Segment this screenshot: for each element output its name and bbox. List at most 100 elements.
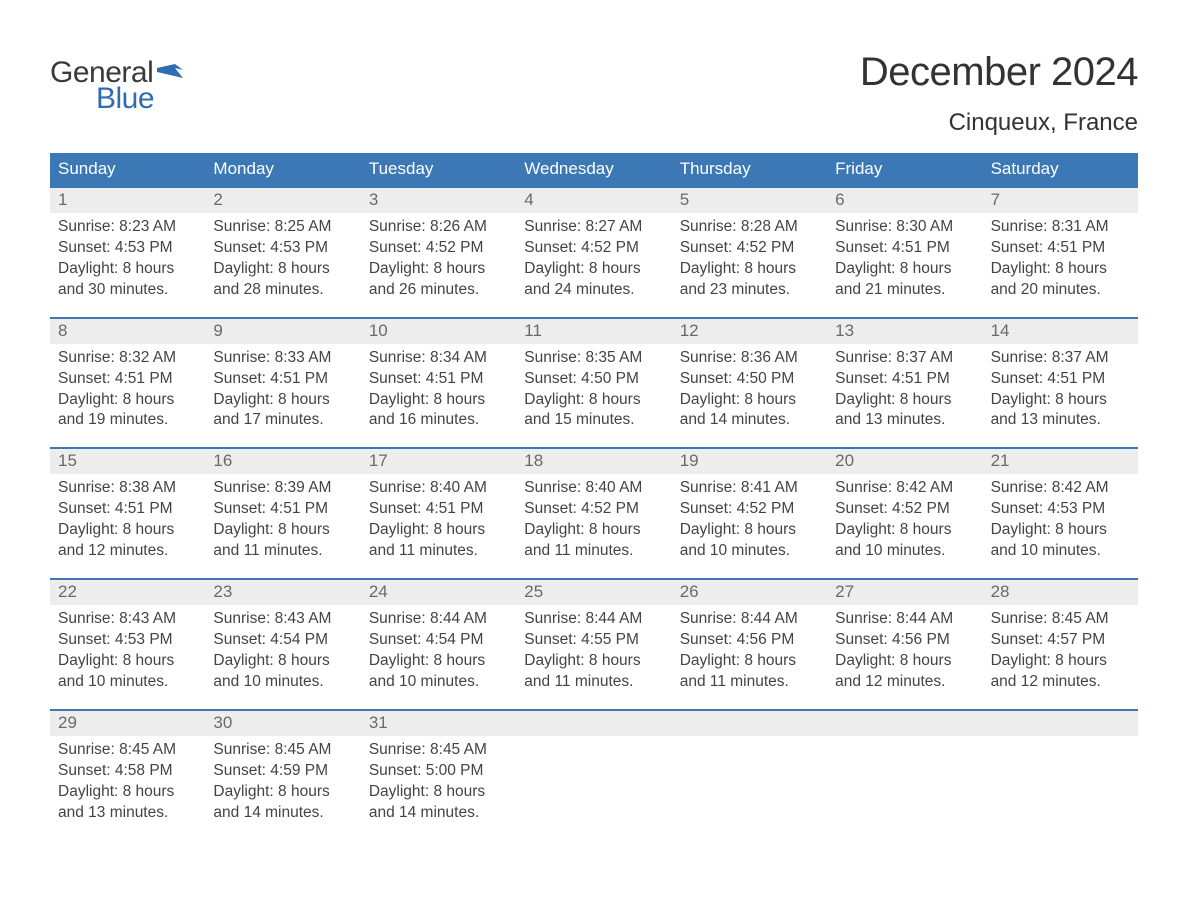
daylight-line-1: Daylight: 8 hours — [213, 520, 352, 541]
daylight-line-2: and 14 minutes. — [213, 803, 352, 824]
sunrise-line: Sunrise: 8:44 AM — [369, 609, 508, 630]
daylight-line-1: Daylight: 8 hours — [213, 782, 352, 803]
day-number: 16 — [205, 449, 360, 474]
day-number: 18 — [516, 449, 671, 474]
day-number — [827, 711, 982, 736]
daylight-line-1: Daylight: 8 hours — [58, 390, 197, 411]
sunset-line: Sunset: 4:51 PM — [991, 238, 1130, 259]
day-number: 17 — [361, 449, 516, 474]
day-cell: Sunrise: 8:44 AMSunset: 4:56 PMDaylight:… — [672, 605, 827, 693]
sunrise-line: Sunrise: 8:42 AM — [835, 478, 974, 499]
day-cell: Sunrise: 8:43 AMSunset: 4:53 PMDaylight:… — [50, 605, 205, 693]
daylight-line-2: and 10 minutes. — [991, 541, 1130, 562]
calendar: Sunday Monday Tuesday Wednesday Thursday… — [50, 153, 1138, 823]
sunset-line: Sunset: 4:51 PM — [58, 499, 197, 520]
day-cell: Sunrise: 8:37 AMSunset: 4:51 PMDaylight:… — [827, 344, 982, 432]
day-cell: Sunrise: 8:34 AMSunset: 4:51 PMDaylight:… — [361, 344, 516, 432]
daylight-line-2: and 10 minutes. — [835, 541, 974, 562]
daylight-line-2: and 11 minutes. — [524, 541, 663, 562]
daylight-line-2: and 10 minutes. — [213, 672, 352, 693]
day-number — [672, 711, 827, 736]
day-number: 30 — [205, 711, 360, 736]
daylight-line-1: Daylight: 8 hours — [680, 259, 819, 280]
sunrise-line: Sunrise: 8:26 AM — [369, 217, 508, 238]
daynum-row: 891011121314 — [50, 319, 1138, 344]
daylight-line-2: and 11 minutes. — [524, 672, 663, 693]
sunset-line: Sunset: 4:56 PM — [835, 630, 974, 651]
sunrise-line: Sunrise: 8:45 AM — [369, 740, 508, 761]
day-cell: Sunrise: 8:42 AMSunset: 4:52 PMDaylight:… — [827, 474, 982, 562]
day-cell: Sunrise: 8:45 AMSunset: 4:59 PMDaylight:… — [205, 736, 360, 824]
daylight-line-1: Daylight: 8 hours — [213, 259, 352, 280]
sunrise-line: Sunrise: 8:40 AM — [524, 478, 663, 499]
sunrise-line: Sunrise: 8:43 AM — [213, 609, 352, 630]
sunset-line: Sunset: 4:51 PM — [835, 369, 974, 390]
sunset-line: Sunset: 4:54 PM — [369, 630, 508, 651]
daynum-row: 293031 — [50, 711, 1138, 736]
daylight-line-1: Daylight: 8 hours — [680, 651, 819, 672]
daylight-line-2: and 11 minutes. — [369, 541, 508, 562]
sunrise-line: Sunrise: 8:36 AM — [680, 348, 819, 369]
day-number: 25 — [516, 580, 671, 605]
day-number: 2 — [205, 188, 360, 213]
daylight-line-1: Daylight: 8 hours — [524, 259, 663, 280]
day-number — [516, 711, 671, 736]
sunset-line: Sunset: 4:53 PM — [58, 238, 197, 259]
title-block: December 2024 Cinqueux, France — [860, 50, 1138, 147]
daylight-line-2: and 24 minutes. — [524, 280, 663, 301]
daylight-line-1: Daylight: 8 hours — [680, 390, 819, 411]
day-cell: Sunrise: 8:37 AMSunset: 4:51 PMDaylight:… — [983, 344, 1138, 432]
day-cell: Sunrise: 8:31 AMSunset: 4:51 PMDaylight:… — [983, 213, 1138, 301]
day-number: 4 — [516, 188, 671, 213]
logo: General Blue — [50, 50, 183, 114]
daylight-line-2: and 10 minutes. — [680, 541, 819, 562]
daylight-line-2: and 12 minutes. — [835, 672, 974, 693]
daylight-line-1: Daylight: 8 hours — [369, 390, 508, 411]
sunrise-line: Sunrise: 8:23 AM — [58, 217, 197, 238]
daynum-row: 15161718192021 — [50, 449, 1138, 474]
daylight-line-2: and 30 minutes. — [58, 280, 197, 301]
sunrise-line: Sunrise: 8:44 AM — [524, 609, 663, 630]
daylight-line-2: and 20 minutes. — [991, 280, 1130, 301]
day-number: 12 — [672, 319, 827, 344]
page-title: December 2024 — [860, 50, 1138, 95]
sunset-line: Sunset: 4:51 PM — [991, 369, 1130, 390]
day-number: 13 — [827, 319, 982, 344]
day-cell: Sunrise: 8:45 AMSunset: 5:00 PMDaylight:… — [361, 736, 516, 824]
sunset-line: Sunset: 4:57 PM — [991, 630, 1130, 651]
sunset-line: Sunset: 4:51 PM — [213, 499, 352, 520]
day-cell-empty — [516, 736, 671, 824]
sunrise-line: Sunrise: 8:44 AM — [680, 609, 819, 630]
sunset-line: Sunset: 4:53 PM — [213, 238, 352, 259]
daylight-line-2: and 12 minutes. — [58, 541, 197, 562]
sunset-line: Sunset: 4:52 PM — [524, 499, 663, 520]
daylight-line-1: Daylight: 8 hours — [835, 520, 974, 541]
day-number: 21 — [983, 449, 1138, 474]
day-number: 6 — [827, 188, 982, 213]
sunrise-line: Sunrise: 8:39 AM — [213, 478, 352, 499]
sunrise-line: Sunrise: 8:31 AM — [991, 217, 1130, 238]
weekday-header: Tuesday — [361, 153, 516, 186]
calendar-week: 22232425262728Sunrise: 8:43 AMSunset: 4:… — [50, 578, 1138, 693]
sunrise-line: Sunrise: 8:43 AM — [58, 609, 197, 630]
day-number: 26 — [672, 580, 827, 605]
day-cell: Sunrise: 8:30 AMSunset: 4:51 PMDaylight:… — [827, 213, 982, 301]
weekday-header: Thursday — [672, 153, 827, 186]
daylight-line-2: and 13 minutes. — [991, 410, 1130, 431]
sunset-line: Sunset: 4:52 PM — [369, 238, 508, 259]
sunrise-line: Sunrise: 8:27 AM — [524, 217, 663, 238]
day-cell-empty — [672, 736, 827, 824]
sunset-line: Sunset: 4:56 PM — [680, 630, 819, 651]
day-cell: Sunrise: 8:42 AMSunset: 4:53 PMDaylight:… — [983, 474, 1138, 562]
daylight-line-1: Daylight: 8 hours — [524, 520, 663, 541]
daylight-line-2: and 21 minutes. — [835, 280, 974, 301]
day-cell-empty — [983, 736, 1138, 824]
daylight-line-1: Daylight: 8 hours — [835, 651, 974, 672]
daylight-line-1: Daylight: 8 hours — [369, 520, 508, 541]
day-cell: Sunrise: 8:41 AMSunset: 4:52 PMDaylight:… — [672, 474, 827, 562]
daylight-line-2: and 11 minutes. — [680, 672, 819, 693]
sunrise-line: Sunrise: 8:45 AM — [58, 740, 197, 761]
sunrise-line: Sunrise: 8:37 AM — [835, 348, 974, 369]
day-number: 31 — [361, 711, 516, 736]
flag-icon — [157, 64, 183, 82]
